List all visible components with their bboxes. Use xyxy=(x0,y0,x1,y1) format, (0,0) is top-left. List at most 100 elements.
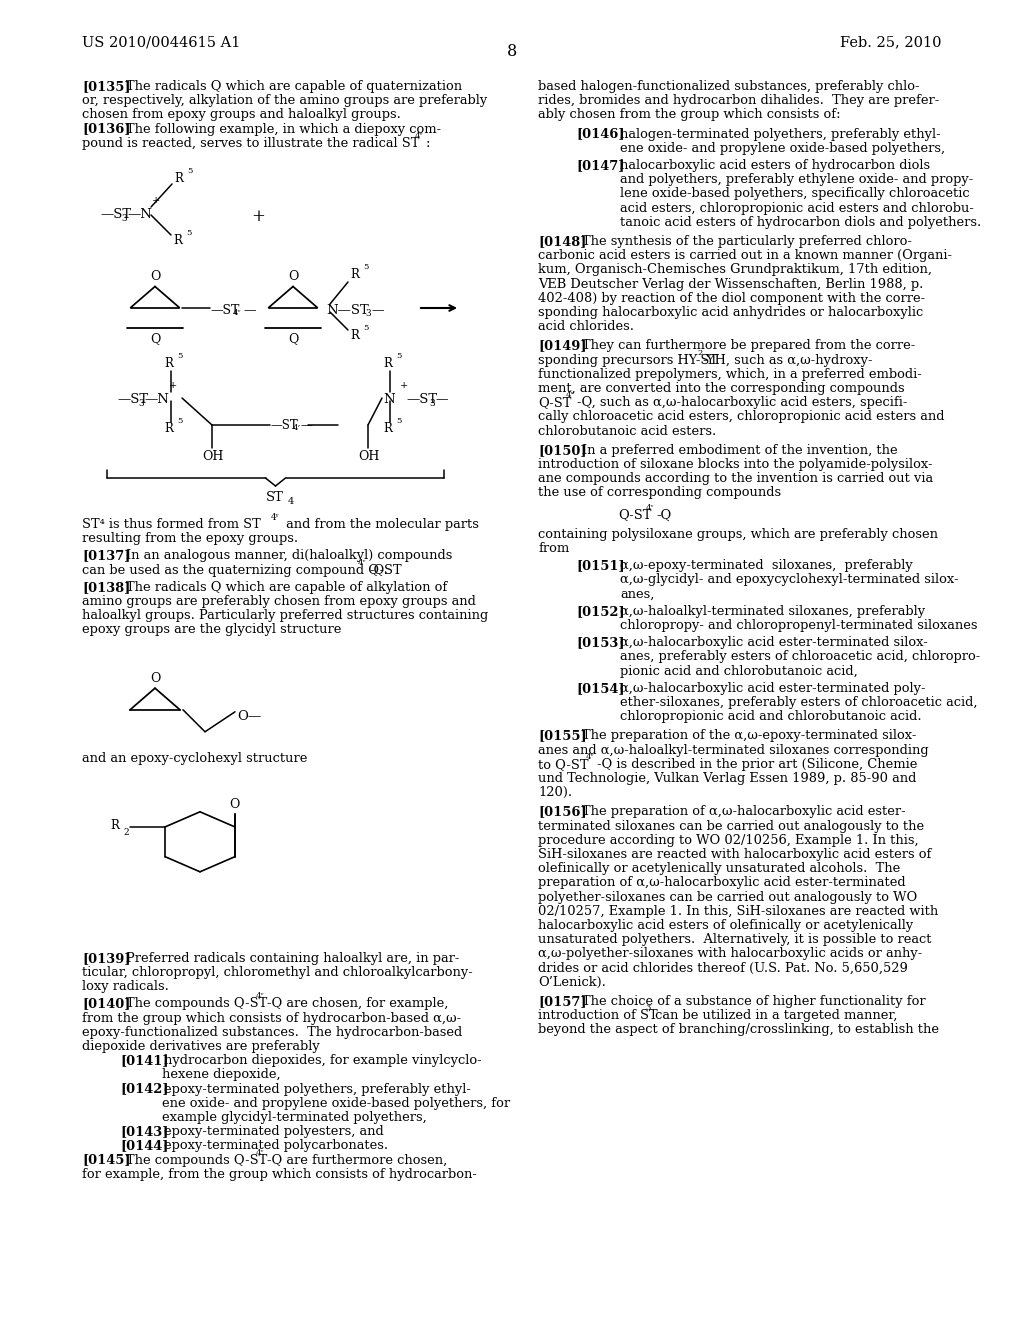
Text: 3: 3 xyxy=(645,1005,650,1012)
Text: lene oxide-based polyethers, specifically chloroacetic: lene oxide-based polyethers, specificall… xyxy=(620,187,970,201)
Text: und Technologie, Vulkan Verlag Essen 1989, p. 85-90 and: und Technologie, Vulkan Verlag Essen 198… xyxy=(538,772,916,785)
Text: R: R xyxy=(164,422,173,436)
Text: Feb. 25, 2010: Feb. 25, 2010 xyxy=(841,36,942,49)
Text: [0157]: [0157] xyxy=(538,995,587,1008)
Text: [0139]: [0139] xyxy=(82,952,130,965)
Text: 2: 2 xyxy=(123,828,129,837)
Text: sponding halocarboxylic acid anhydrides or halocarboxylic: sponding halocarboxylic acid anhydrides … xyxy=(538,306,924,319)
Text: containing polysiloxane groups, which are preferably chosen: containing polysiloxane groups, which ar… xyxy=(538,528,938,541)
Text: from: from xyxy=(538,543,569,554)
Text: [0144]: [0144] xyxy=(120,1139,168,1152)
Text: 02/10257, Example 1. In this, SiH-siloxanes are reacted with: 02/10257, Example 1. In this, SiH-siloxa… xyxy=(538,904,938,917)
Text: tanoic acid esters of hydrocarbon diols and polyethers.: tanoic acid esters of hydrocarbon diols … xyxy=(620,215,981,228)
Text: R: R xyxy=(383,422,392,436)
Text: The radicals Q which are capable of alkylation of: The radicals Q which are capable of alky… xyxy=(126,581,447,594)
Text: 5: 5 xyxy=(396,417,401,425)
Text: example glycidyl-terminated polyethers,: example glycidyl-terminated polyethers, xyxy=(162,1111,427,1125)
Text: +: + xyxy=(169,381,177,389)
Text: The preparation of α,ω-halocarboxylic acid ester-: The preparation of α,ω-halocarboxylic ac… xyxy=(582,805,905,818)
Text: beyond the aspect of branching/crosslinking, to establish the: beyond the aspect of branching/crosslink… xyxy=(538,1023,939,1036)
Text: α,ω-haloalkyl-terminated siloxanes, preferably: α,ω-haloalkyl-terminated siloxanes, pref… xyxy=(620,605,925,618)
Text: Q: Q xyxy=(288,333,298,345)
Text: The synthesis of the particularly preferred chloro-: The synthesis of the particularly prefer… xyxy=(582,235,912,248)
Text: polyether-siloxanes can be carried out analogously to WO: polyether-siloxanes can be carried out a… xyxy=(538,891,918,904)
Text: In a preferred embodiment of the invention, the: In a preferred embodiment of the inventi… xyxy=(582,444,898,457)
Text: [0145]: [0145] xyxy=(82,1154,130,1167)
Text: anes, preferably esters of chloroacetic acid, chloropro-: anes, preferably esters of chloroacetic … xyxy=(620,651,980,664)
Text: 5: 5 xyxy=(177,352,182,360)
Text: cally chloroacetic acid esters, chloropropionic acid esters and: cally chloroacetic acid esters, chloropr… xyxy=(538,411,944,424)
Text: R: R xyxy=(174,172,183,185)
Text: OH: OH xyxy=(358,450,379,463)
Text: [0150]: [0150] xyxy=(538,444,587,457)
Text: The preparation of the α,ω-epoxy-terminated silox-: The preparation of the α,ω-epoxy-termina… xyxy=(582,730,916,742)
Text: SiH-siloxanes are reacted with halocarboxylic acid esters of: SiH-siloxanes are reacted with halocarbo… xyxy=(538,847,932,861)
Text: [0148]: [0148] xyxy=(538,235,587,248)
Text: —ST: —ST xyxy=(117,393,148,407)
Text: 5: 5 xyxy=(187,168,193,176)
Text: [0156]: [0156] xyxy=(538,805,587,818)
Text: 4ᵛ: 4ᵛ xyxy=(646,504,654,512)
Text: Q-ST: Q-ST xyxy=(618,508,651,521)
Text: diepoxide derivatives are preferably: diepoxide derivatives are preferably xyxy=(82,1040,319,1053)
Text: 4ᵛ: 4ᵛ xyxy=(271,513,280,521)
Text: 4ᵛ: 4ᵛ xyxy=(256,1148,264,1156)
Text: for example, from the group which consists of hydrocarbon-: for example, from the group which consis… xyxy=(82,1168,477,1181)
Text: 5: 5 xyxy=(186,228,191,238)
Text: kum, Organisch-Chemisches Grundpraktikum, 17th edition,: kum, Organisch-Chemisches Grundpraktikum… xyxy=(538,264,932,276)
Text: N—ST: N—ST xyxy=(326,304,369,317)
Text: 3: 3 xyxy=(429,399,434,408)
Text: The choice of a substance of higher functionality for: The choice of a substance of higher func… xyxy=(582,995,926,1008)
Text: α,ω-halocarboxylic acid ester-terminated silox-: α,ω-halocarboxylic acid ester-terminated… xyxy=(620,636,928,649)
Text: [0151]: [0151] xyxy=(575,560,625,572)
Text: amino groups are preferably chosen from epoxy groups and: amino groups are preferably chosen from … xyxy=(82,595,476,609)
Text: 120).: 120). xyxy=(538,787,572,799)
Text: chosen from epoxy groups and haloalkyl groups.: chosen from epoxy groups and haloalkyl g… xyxy=(82,108,400,121)
Text: [0147]: [0147] xyxy=(575,158,625,172)
Text: O: O xyxy=(150,672,161,685)
Text: -Q are chosen, for example,: -Q are chosen, for example, xyxy=(267,998,449,1010)
Text: 4ᵛ: 4ᵛ xyxy=(256,993,264,1001)
Text: 5: 5 xyxy=(396,352,401,360)
Text: epoxy groups are the glycidyl structure: epoxy groups are the glycidyl structure xyxy=(82,623,341,636)
Text: O: O xyxy=(229,797,240,810)
Text: loxy radicals.: loxy radicals. xyxy=(82,981,169,993)
Text: pionic acid and chlorobutanoic acid,: pionic acid and chlorobutanoic acid, xyxy=(620,664,858,677)
Text: [0146]: [0146] xyxy=(575,128,625,141)
Text: from the group which consists of hydrocarbon-based α,ω-: from the group which consists of hydroca… xyxy=(82,1011,461,1024)
Text: ene oxide- and propylene oxide-based polyethers, for: ene oxide- and propylene oxide-based pol… xyxy=(162,1097,510,1110)
Text: R: R xyxy=(350,268,358,281)
Text: :: : xyxy=(426,137,430,149)
Text: acid esters, chloropropionic acid esters and chlorobu-: acid esters, chloropropionic acid esters… xyxy=(620,202,974,215)
Text: [0137]: [0137] xyxy=(82,549,130,562)
Text: 5: 5 xyxy=(362,263,369,271)
Text: anes,: anes, xyxy=(620,587,654,601)
Text: —: — xyxy=(371,304,384,317)
Text: -YH, such as α,ω-hydroxy-: -YH, such as α,ω-hydroxy- xyxy=(703,354,872,367)
Text: halogen-terminated polyethers, preferably ethyl-: halogen-terminated polyethers, preferabl… xyxy=(620,128,941,141)
Text: chloropropy- and chloropropenyl-terminated siloxanes: chloropropy- and chloropropenyl-terminat… xyxy=(620,619,978,632)
Text: 2: 2 xyxy=(697,348,702,356)
Text: —ST: —ST xyxy=(406,393,437,407)
Text: R: R xyxy=(350,329,358,342)
Text: —ST: —ST xyxy=(270,418,298,432)
Text: halocarboxylic acid esters of hydrocarbon diols: halocarboxylic acid esters of hydrocarbo… xyxy=(620,158,930,172)
Text: [0143]: [0143] xyxy=(120,1125,168,1138)
Text: chloropropionic acid and chlorobutanoic acid.: chloropropionic acid and chlorobutanoic … xyxy=(620,710,922,723)
Text: 4ᵛ: 4ᵛ xyxy=(233,309,242,317)
Text: 4ᵛ: 4ᵛ xyxy=(358,558,367,566)
Text: 4: 4 xyxy=(288,498,294,506)
Text: [0155]: [0155] xyxy=(538,730,587,742)
Text: 4ᵛ: 4ᵛ xyxy=(415,132,424,140)
Text: epoxy-functionalized substances.  The hydrocarbon-based: epoxy-functionalized substances. The hyd… xyxy=(82,1026,462,1039)
Text: OH: OH xyxy=(202,450,223,463)
Text: functionalized prepolymers, which, in a preferred embodi-: functionalized prepolymers, which, in a … xyxy=(538,368,922,380)
Text: can be utilized in a targeted manner,: can be utilized in a targeted manner, xyxy=(651,1010,897,1022)
Text: 5: 5 xyxy=(177,417,182,425)
Text: +: + xyxy=(400,381,409,389)
Text: ticular, chloropropyl, chloromethyl and chloroalkylcarbony-: ticular, chloropropyl, chloromethyl and … xyxy=(82,966,473,979)
Text: —: — xyxy=(300,418,311,432)
Text: and an epoxy-cyclohexyl structure: and an epoxy-cyclohexyl structure xyxy=(82,752,307,764)
Text: ably chosen from the group which consists of:: ably chosen from the group which consist… xyxy=(538,108,841,121)
Text: 8: 8 xyxy=(507,44,517,59)
